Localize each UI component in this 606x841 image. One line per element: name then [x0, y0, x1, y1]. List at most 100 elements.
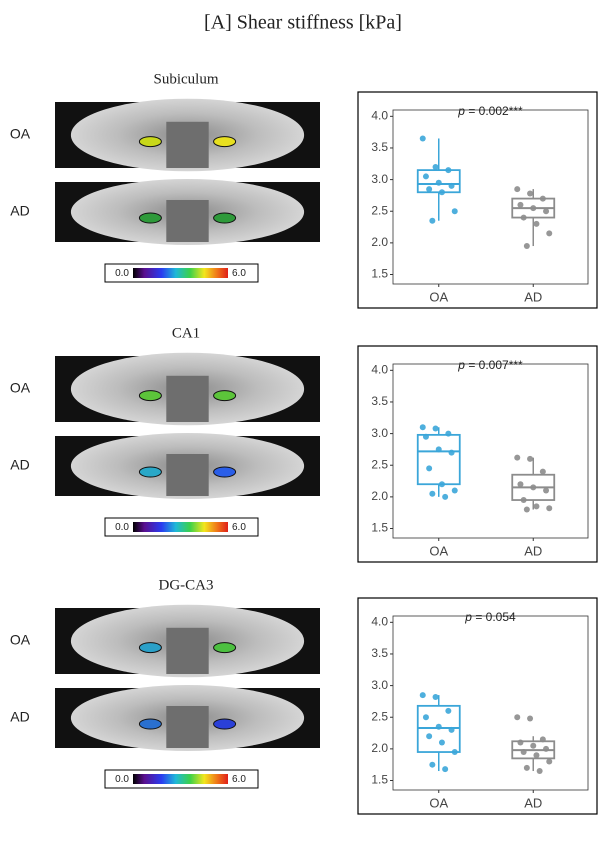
colorbar-label: 6.0: [232, 522, 246, 533]
region-title: Subiculum: [153, 71, 218, 87]
x-tick-label: OA: [429, 543, 448, 558]
data-point: [517, 739, 524, 746]
colorbar-label: 0.0: [115, 522, 129, 533]
data-point: [514, 454, 521, 461]
x-tick-label: AD: [524, 289, 542, 304]
box: [416, 169, 461, 194]
y-tick-label: 2.0: [371, 235, 388, 249]
y-tick-label: 2.5: [371, 203, 388, 217]
y-tick-label: 4.0: [371, 362, 388, 376]
data-point: [451, 749, 458, 756]
roi: [213, 390, 237, 402]
data-point: [543, 745, 550, 752]
data-point: [530, 742, 537, 749]
data-point: [438, 189, 445, 196]
data-point: [517, 481, 524, 488]
plot-area: [392, 109, 589, 285]
colorbar-label: 6.0: [232, 774, 246, 785]
data-point: [533, 752, 540, 759]
roi: [213, 136, 237, 148]
roi: [138, 212, 162, 224]
data-point: [429, 490, 436, 497]
annotation: p = 0.002***: [457, 104, 523, 118]
data-point: [543, 487, 550, 494]
annotation-part: = 0.054: [472, 610, 516, 624]
mri-image: [166, 121, 209, 168]
roi: [138, 466, 162, 478]
colorbar-label: 0.0: [115, 774, 129, 785]
data-point: [442, 493, 449, 500]
chart-frame: [357, 597, 598, 815]
data-point: [422, 433, 429, 440]
image-label: AD: [10, 203, 29, 219]
colorbar-label: 6.0: [232, 268, 246, 279]
annotation-part: p: [464, 610, 472, 624]
image-label: AD: [10, 457, 29, 473]
annotation-part: p: [457, 358, 465, 372]
data-point: [527, 455, 534, 462]
data-point: [517, 201, 524, 208]
data-point: [432, 163, 439, 170]
data-point: [438, 481, 445, 488]
data-point: [429, 761, 436, 768]
mri-image: [166, 627, 209, 674]
mri-image: [166, 706, 209, 748]
data-point: [445, 430, 452, 437]
y-tick-label: 3.5: [371, 394, 388, 408]
chart-frame: [357, 91, 598, 309]
data-point: [419, 135, 426, 142]
annotation: p = 0.007***: [457, 358, 523, 372]
image-label: OA: [10, 380, 31, 396]
mri-image: [166, 200, 209, 242]
data-point: [514, 186, 521, 193]
data-point: [419, 424, 426, 431]
data-point: [527, 715, 534, 722]
data-point: [435, 446, 442, 453]
data-point: [419, 692, 426, 699]
y-tick-label: 4.0: [371, 108, 388, 122]
data-point: [435, 723, 442, 730]
data-point: [432, 693, 439, 700]
data-point: [514, 714, 521, 721]
data-point: [445, 167, 452, 174]
data-point: [448, 726, 455, 733]
data-point: [438, 739, 445, 746]
data-point: [530, 205, 537, 212]
data-point: [448, 182, 455, 189]
data-point: [451, 487, 458, 494]
data-point: [523, 506, 530, 513]
data-point: [523, 764, 530, 771]
roi: [138, 390, 162, 402]
data-point: [543, 208, 550, 215]
annotation: p = 0.054: [464, 610, 516, 624]
data-point: [448, 449, 455, 456]
x-tick-label: AD: [524, 543, 542, 558]
roi: [138, 642, 162, 654]
data-point: [533, 503, 540, 510]
y-tick-label: 3.0: [371, 678, 388, 692]
region-title: CA1: [172, 325, 200, 341]
roi: [213, 466, 237, 478]
data-point: [539, 736, 546, 743]
colorbar: [133, 774, 228, 784]
data-point: [429, 217, 436, 224]
image-label: AD: [10, 709, 29, 725]
data-point: [422, 714, 429, 721]
y-tick-label: 3.0: [371, 172, 388, 186]
roi: [213, 718, 237, 730]
figure-title: [A] Shear stiffness [kPa]: [204, 12, 402, 34]
y-tick-label: 2.0: [371, 489, 388, 503]
annotation-part: p: [457, 104, 465, 118]
mri-image: [166, 375, 209, 422]
data-point: [546, 230, 553, 237]
y-tick-label: 2.0: [371, 741, 388, 755]
y-tick-label: 4.0: [371, 614, 388, 628]
data-point: [536, 768, 543, 775]
roi: [213, 642, 237, 654]
y-tick-label: 1.5: [371, 267, 388, 281]
data-point: [435, 179, 442, 186]
colorbar: [133, 522, 228, 532]
y-tick-label: 3.0: [371, 426, 388, 440]
image-label: OA: [10, 126, 31, 142]
